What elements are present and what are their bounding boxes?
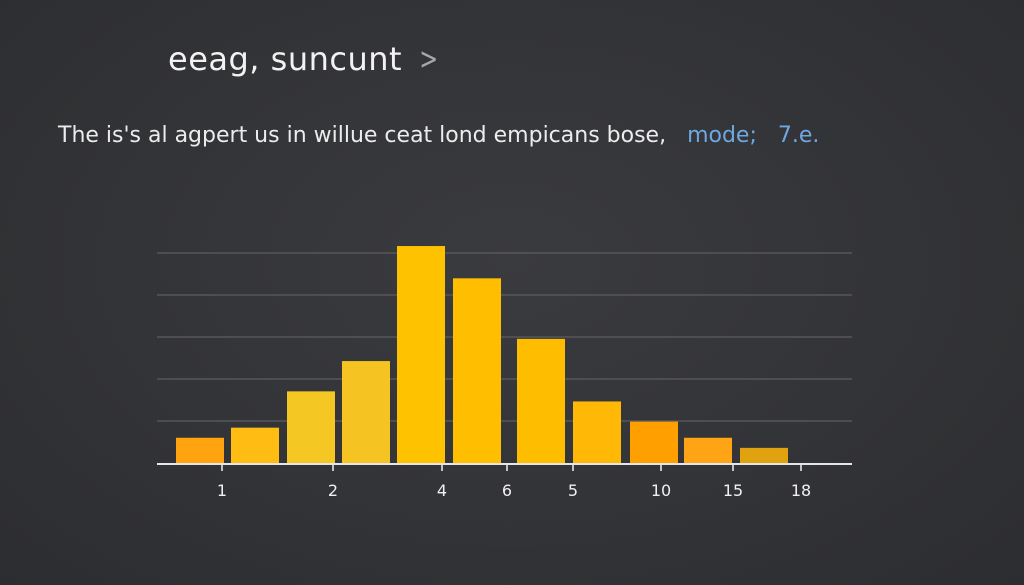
bar — [397, 246, 445, 464]
breadcrumb: eeag, suncunt > — [168, 40, 442, 78]
x-tick-label: 18 — [791, 481, 811, 500]
bar — [740, 447, 788, 464]
x-tick-label: 5 — [568, 481, 578, 500]
x-tick-label: 4 — [437, 481, 447, 500]
bar — [684, 437, 732, 464]
x-tick-label: 1 — [217, 481, 227, 500]
caption-accent-value: 7.e. — [777, 123, 820, 148]
x-tick-label: 6 — [502, 481, 512, 500]
page-title: eeag, suncunt — [168, 40, 403, 78]
bar — [453, 278, 501, 464]
chevron-right-icon[interactable]: > — [419, 41, 439, 77]
bar — [573, 401, 621, 464]
x-tick-label: 10 — [651, 481, 671, 500]
caption-text: The is's al agpert us in willue ceat lon… — [58, 123, 667, 148]
x-tick-label: 15 — [723, 481, 743, 500]
bar — [342, 361, 390, 464]
bar — [630, 421, 678, 464]
x-tick-label: 2 — [328, 481, 338, 500]
bar — [176, 437, 224, 464]
bar — [231, 427, 279, 464]
bar — [287, 391, 335, 464]
bar — [517, 338, 565, 464]
caption-accent-label: mode; — [687, 123, 757, 148]
chart-caption: The is's al agpert us in willue ceat lon… — [58, 123, 819, 148]
